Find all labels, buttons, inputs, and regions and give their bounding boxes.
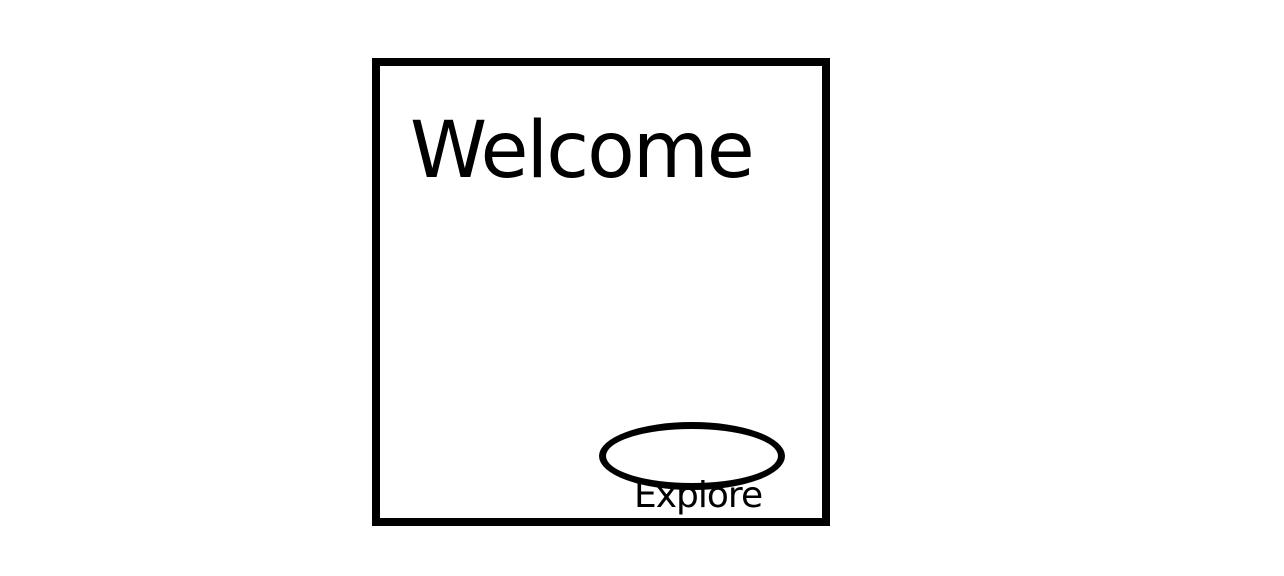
welcome-title: Welcome bbox=[410, 106, 755, 196]
explore-button[interactable] bbox=[599, 422, 785, 490]
explore-button-label[interactable]: Explore bbox=[634, 475, 763, 516]
